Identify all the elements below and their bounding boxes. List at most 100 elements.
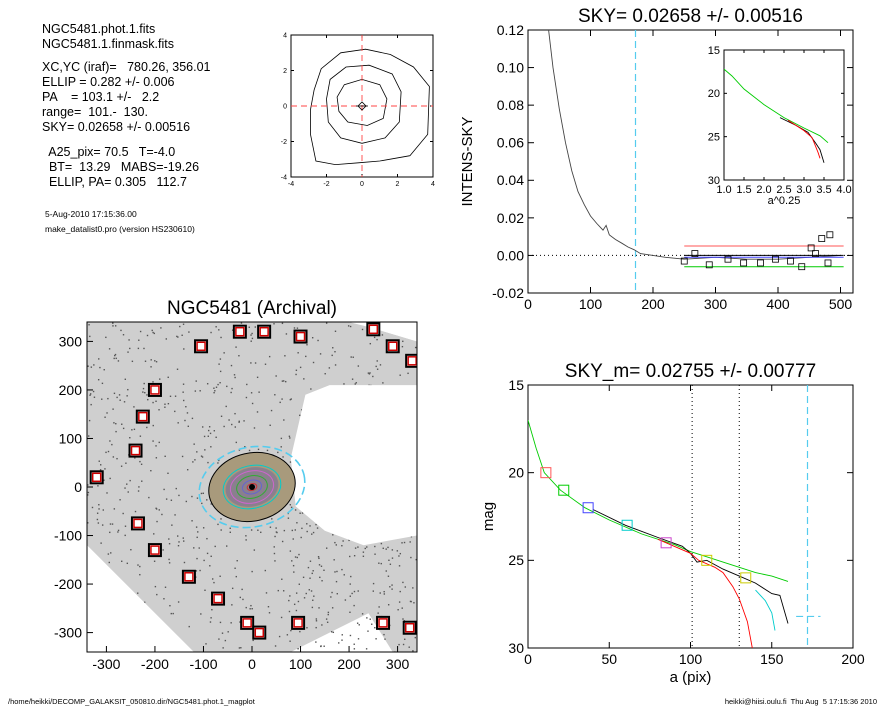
image-noise-pixel bbox=[409, 600, 412, 603]
sky-sample-box-inner bbox=[368, 324, 379, 335]
image-noise-pixel bbox=[408, 646, 410, 648]
image-noise-pixel bbox=[193, 443, 195, 445]
image-noise-pixel bbox=[163, 598, 165, 600]
image-noise-pixel bbox=[213, 391, 215, 394]
image-noise-pixel bbox=[245, 606, 247, 609]
image-noise-pixel bbox=[281, 322, 284, 325]
image-noise-pixel bbox=[358, 624, 360, 626]
image-ytick-label: 100 bbox=[59, 430, 83, 446]
image-noise-pixel bbox=[219, 575, 221, 577]
image-noise-pixel bbox=[87, 365, 89, 367]
image-noise-pixel bbox=[196, 451, 198, 453]
image-noise-pixel bbox=[187, 425, 189, 428]
image-noise-pixel bbox=[402, 581, 404, 584]
image-noise-pixel bbox=[174, 410, 176, 413]
image-noise-pixel bbox=[158, 409, 160, 411]
image-noise-pixel bbox=[266, 449, 269, 452]
image-noise-pixel bbox=[334, 330, 337, 332]
image-noise-pixel bbox=[290, 398, 292, 400]
image-noise-pixel bbox=[244, 446, 246, 448]
image-noise-pixel bbox=[385, 548, 387, 550]
image-noise-pixel bbox=[280, 616, 283, 619]
image-noise-pixel bbox=[209, 621, 212, 623]
image-noise-pixel bbox=[401, 345, 404, 348]
sky-square-marker bbox=[680, 257, 688, 265]
image-noise-pixel bbox=[343, 383, 345, 385]
image-noise-pixel bbox=[412, 650, 414, 652]
image-noise-pixel bbox=[219, 621, 222, 624]
sky-sample-box-inner bbox=[235, 326, 245, 337]
image-noise-pixel bbox=[155, 507, 157, 510]
image-noise-pixel bbox=[182, 537, 184, 539]
image-noise-pixel bbox=[176, 335, 178, 338]
image-noise-pixel bbox=[106, 492, 108, 494]
image-noise-pixel bbox=[246, 383, 248, 386]
image-noise-pixel bbox=[367, 372, 370, 374]
image-noise-pixel bbox=[376, 360, 378, 362]
sky-square-marker bbox=[818, 235, 826, 242]
contour-xtick-label: -2 bbox=[323, 181, 329, 188]
image-noise-pixel bbox=[228, 419, 230, 421]
image-noise-pixel bbox=[366, 546, 368, 548]
inset-xtick-label: 3.5 bbox=[816, 184, 831, 196]
image-noise-pixel bbox=[92, 390, 95, 393]
image-noise-pixel bbox=[225, 405, 227, 408]
image-noise-pixel bbox=[122, 427, 125, 430]
image-noise-pixel bbox=[398, 643, 400, 646]
image-noise-pixel bbox=[234, 426, 237, 428]
sky-ytick-label: 0.06 bbox=[497, 135, 524, 151]
contour-xtick-label: 0 bbox=[360, 181, 364, 188]
image-noise-pixel bbox=[153, 560, 156, 562]
image-ytick-label: -300 bbox=[54, 625, 82, 641]
sky-ylabel: INTENS-SKY bbox=[459, 116, 476, 206]
image-noise-pixel bbox=[351, 592, 353, 595]
image-noise-pixel bbox=[410, 536, 413, 538]
mag-square-marker bbox=[701, 554, 713, 566]
sky-square-marker bbox=[787, 257, 794, 265]
image-noise-pixel bbox=[281, 578, 283, 580]
image-noise-pixel bbox=[319, 576, 321, 579]
mag-xtick-label: 200 bbox=[841, 651, 865, 667]
mag-square-marker bbox=[740, 572, 752, 584]
image-noise-pixel bbox=[114, 353, 117, 356]
image-noise-pixel bbox=[229, 531, 231, 533]
sky-square-marker bbox=[812, 250, 819, 257]
image-noise-pixel bbox=[288, 599, 290, 602]
image-noise-pixel bbox=[89, 335, 91, 338]
image-noise-pixel bbox=[289, 640, 291, 642]
image-noise-pixel bbox=[333, 559, 335, 561]
image-noise-pixel bbox=[234, 376, 236, 379]
image-noise-pixel bbox=[349, 555, 351, 558]
image-noise-pixel bbox=[293, 603, 296, 606]
image-noise-pixel bbox=[89, 393, 92, 395]
image-noise-pixel bbox=[256, 376, 259, 379]
image-noise-pixel bbox=[215, 386, 218, 388]
image-noise-pixel bbox=[264, 363, 267, 365]
image-noise-pixel bbox=[231, 423, 233, 426]
image-noise-pixel bbox=[133, 406, 135, 408]
image-noise-pixel bbox=[230, 364, 233, 367]
image-noise-pixel bbox=[383, 590, 385, 593]
image-noise-pixel bbox=[200, 492, 203, 495]
image-noise-pixel bbox=[238, 355, 240, 357]
isophote-ellipse bbox=[198, 445, 306, 529]
image-noise-pixel bbox=[142, 387, 145, 390]
sky-sample-box bbox=[252, 625, 267, 640]
image-noise-pixel bbox=[133, 428, 136, 431]
image-noise-pixel bbox=[269, 526, 272, 528]
image-noise-pixel bbox=[398, 565, 401, 567]
info-line-pa: PA = 103.1 +/- 2.2 bbox=[42, 90, 160, 104]
image-noise-pixel bbox=[297, 352, 299, 354]
image-noise-pixel bbox=[298, 583, 300, 585]
image-noise-pixel bbox=[218, 329, 220, 331]
inset-xtick-label: 1.5 bbox=[736, 184, 751, 196]
image-noise-pixel bbox=[165, 498, 168, 500]
image-noise-pixel bbox=[175, 487, 177, 490]
image-noise-pixel bbox=[104, 468, 106, 470]
mag-series-line bbox=[755, 589, 776, 631]
sky-xtick-label: 100 bbox=[579, 296, 603, 312]
image-ytick-label: -100 bbox=[54, 528, 82, 544]
image-noise-pixel bbox=[200, 613, 202, 615]
image-noise-pixel bbox=[375, 365, 377, 368]
image-noise-pixel bbox=[88, 324, 90, 326]
